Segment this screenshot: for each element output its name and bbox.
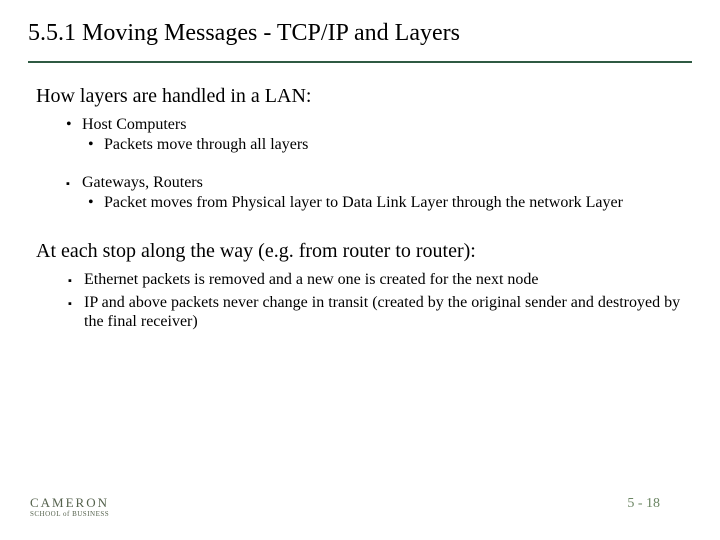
section-2: At each stop along the way (e.g. from ro… <box>28 240 692 332</box>
list-item-text: Host Computers <box>82 116 186 133</box>
logo: CAMERON SCHOOL of BUSINESS <box>30 495 109 518</box>
section-1: How layers are handled in a LAN: Host Co… <box>28 85 692 212</box>
list-item: IP and above packets never change in tra… <box>28 294 692 332</box>
slide-title: 5.5.1 Moving Messages - TCP/IP and Layer… <box>28 20 692 61</box>
list-item: Packet moves from Physical layer to Data… <box>36 194 692 212</box>
list-item-text: Packet moves from Physical layer to Data… <box>104 194 623 211</box>
section-1-heading: How layers are handled in a LAN: <box>36 85 692 108</box>
list-item: Packets move through all layers <box>36 136 692 154</box>
section-1-list: Host Computers Packets move through all … <box>36 116 692 154</box>
list-item: Gateways, Routers <box>36 174 692 192</box>
list-item-text: Gateways, Routers <box>82 174 203 191</box>
list-item-text: IP and above packets never change in tra… <box>84 294 680 330</box>
list-item-text: Packets move through all layers <box>104 136 308 153</box>
logo-name: CAMERON <box>30 495 109 511</box>
spacer <box>28 214 692 240</box>
logo-subtitle: SCHOOL of BUSINESS <box>30 510 109 518</box>
list-item-text: Ethernet packets is removed and a new on… <box>84 271 538 288</box>
list-item: Host Computers <box>36 116 692 134</box>
section-2-heading: At each stop along the way (e.g. from ro… <box>28 240 692 263</box>
page-number: 5 - 18 <box>627 496 660 512</box>
section-2-list: Ethernet packets is removed and a new on… <box>28 271 692 332</box>
title-rule <box>28 61 692 63</box>
spacer <box>36 156 692 174</box>
section-1-list-2: Gateways, Routers Packet moves from Phys… <box>36 174 692 212</box>
list-item: Ethernet packets is removed and a new on… <box>28 271 692 290</box>
slide: 5.5.1 Moving Messages - TCP/IP and Layer… <box>0 0 720 540</box>
